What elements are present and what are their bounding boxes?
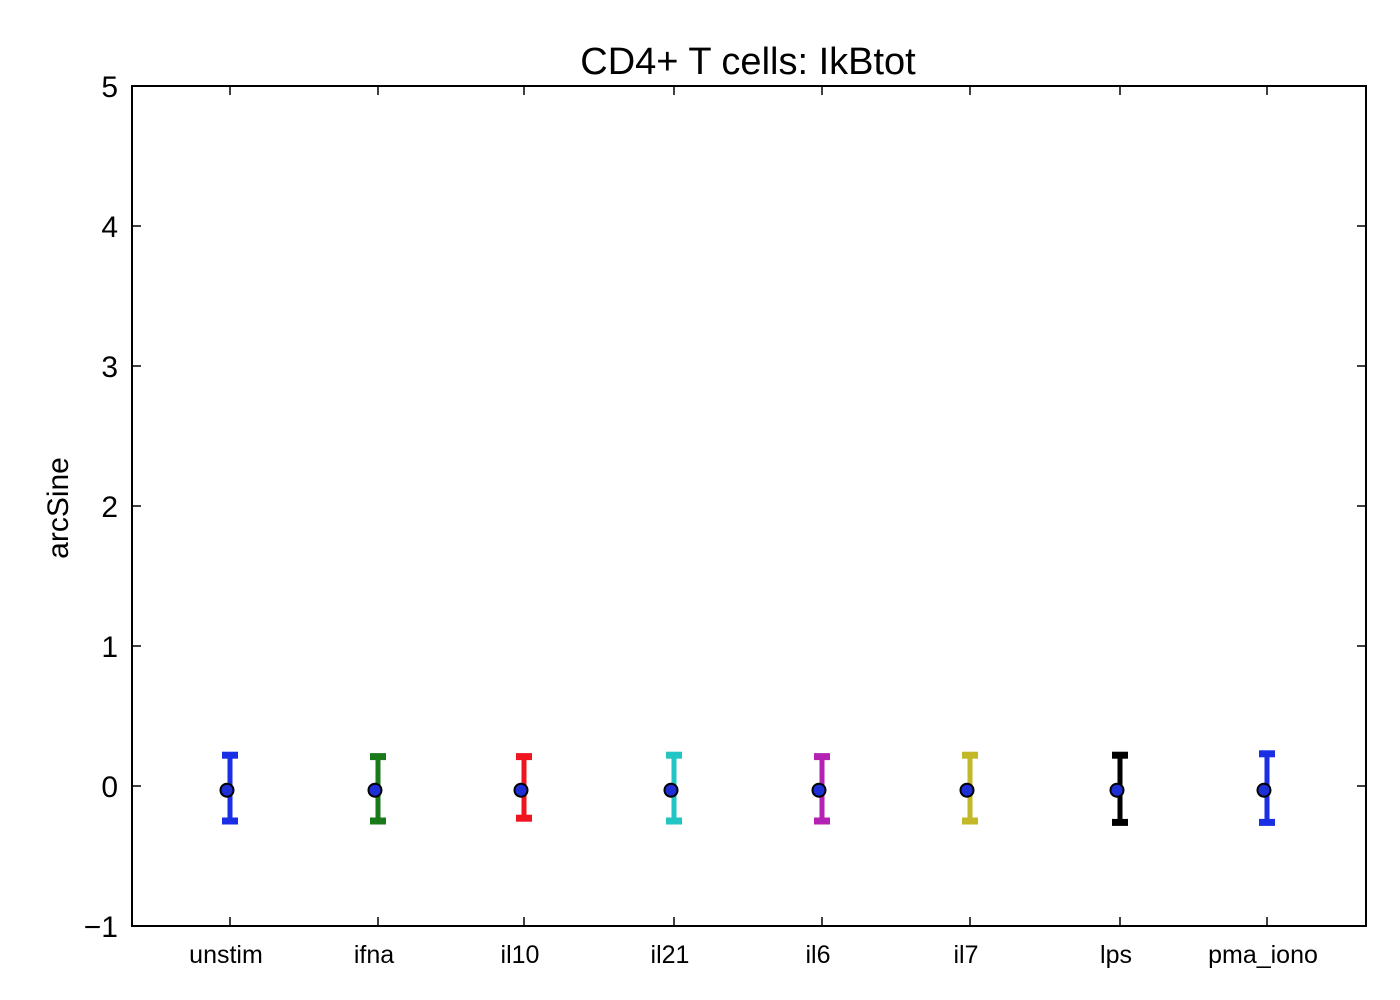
x-tick-label: il21: [651, 941, 690, 969]
x-tick-label: ifna: [354, 941, 394, 969]
y-tick-label: 2: [101, 491, 118, 524]
error-bar-il7: [959, 751, 978, 825]
error-bar-lps: [1109, 751, 1128, 826]
y-tick-label: 1: [101, 631, 118, 664]
x-tick-label: unstim: [189, 941, 263, 969]
y-tick-label: 4: [101, 211, 118, 244]
error-bar-il6: [811, 753, 830, 825]
plot-frame: [131, 85, 1367, 927]
data-point: [663, 782, 679, 798]
x-tick-label: il7: [953, 941, 978, 969]
error-bar-il21: [663, 751, 682, 825]
x-tick-label: il10: [501, 941, 540, 969]
data-point: [811, 782, 827, 798]
error-bar-pma_iono: [1256, 750, 1275, 826]
data-point: [219, 782, 235, 798]
data-point: [1109, 782, 1125, 798]
chart-title: CD4+ T cells: IkBtot: [580, 41, 916, 83]
data-point: [959, 782, 975, 798]
data-point: [367, 782, 383, 798]
x-tick-label: il6: [805, 941, 830, 969]
y-tick-label: 0: [101, 771, 118, 804]
data-series: [219, 750, 1275, 826]
y-tick-label: −1: [84, 911, 118, 944]
x-tick-label: lps: [1100, 941, 1132, 969]
data-point: [513, 782, 529, 798]
x-axis-ticks: unstim ifna il10 il21 il6 il7 lps pma_iono: [189, 86, 1318, 969]
data-point: [1256, 782, 1272, 798]
error-bar-unstim: [219, 751, 238, 825]
y-axis-label: arcSine: [42, 457, 75, 559]
error-bar-ifna: [367, 753, 386, 825]
y-tick-label: 3: [101, 351, 118, 384]
y-tick-label: 5: [101, 71, 118, 104]
x-tick-label: pma_iono: [1208, 941, 1318, 969]
error-bar-il10: [513, 753, 532, 822]
y-axis-ticks: 5 4 3 2 1 0 −1: [84, 71, 1366, 944]
